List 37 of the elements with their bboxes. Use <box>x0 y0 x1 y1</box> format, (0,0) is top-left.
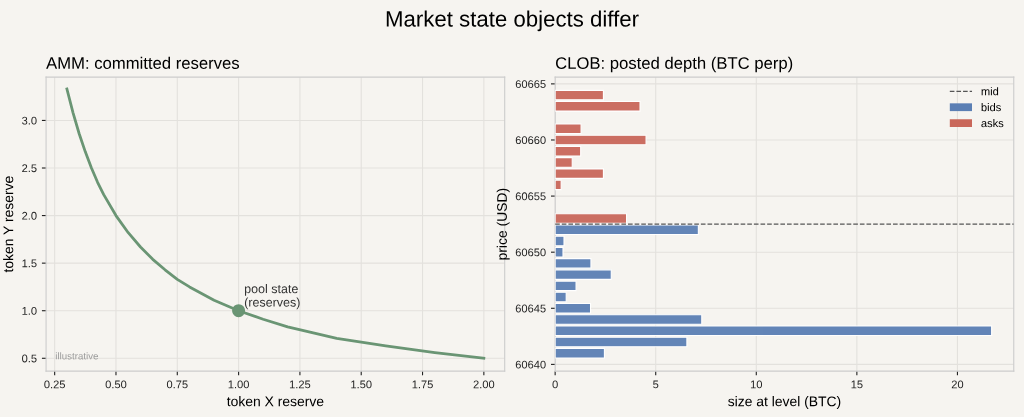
text: Market state objects differ <box>386 10 639 32</box>
y-tick-label: 60665 <box>515 80 546 89</box>
y-tick-label: 60660 <box>515 136 546 145</box>
y-tick-label: 2.5 <box>22 164 37 173</box>
x-tick-label: 1.50 <box>351 380 372 389</box>
annotation: illustrative <box>55 352 99 360</box>
annotation: pool state (reserves) <box>244 284 300 310</box>
y-tick-label: 2.0 <box>22 211 37 220</box>
x-tick-label: 15 <box>851 380 863 389</box>
y-tick-label: 60650 <box>515 248 546 257</box>
legend-label: asks <box>981 118 1004 128</box>
x-tick-label: 0.50 <box>105 380 127 389</box>
y-tick-label: 60645 <box>515 304 546 313</box>
x-axis-title: token X reserve <box>226 396 324 407</box>
legend-label: mid <box>981 87 999 96</box>
x-tick-label: 5 <box>653 380 659 389</box>
y-axis-title: price (USD) <box>496 188 510 260</box>
x-tick-label: 1.25 <box>289 380 311 389</box>
x-tick-label: 2.00 <box>473 380 495 389</box>
x-tick-label: 20 <box>951 380 964 389</box>
y-tick-label: 1.5 <box>22 259 37 268</box>
x-tick-label: 0.75 <box>166 380 188 389</box>
chart-title: CLOB: posted depth (BTC perp) <box>555 56 793 73</box>
y-tick-label: 1.0 <box>22 306 37 315</box>
chart-title: AMM: committed reserves <box>46 56 240 69</box>
y-tick-label: 60640 <box>515 360 546 369</box>
x-tick-label: 10 <box>750 380 763 389</box>
y-tick-label: 0.5 <box>22 354 37 363</box>
legend-label: bids <box>981 103 1001 112</box>
x-tick-label: 0.25 <box>44 380 66 389</box>
y-tick-label: 3.0 <box>22 116 37 125</box>
x-axis-title: size at level (BTC) <box>728 396 841 410</box>
y-tick-label: 60655 <box>515 192 546 201</box>
x-tick-label: 0 <box>552 380 558 389</box>
x-tick-label: 1.75 <box>412 380 433 389</box>
y-axis-title: token Y reserve <box>3 176 14 273</box>
x-tick-label: 1.00 <box>228 380 249 389</box>
